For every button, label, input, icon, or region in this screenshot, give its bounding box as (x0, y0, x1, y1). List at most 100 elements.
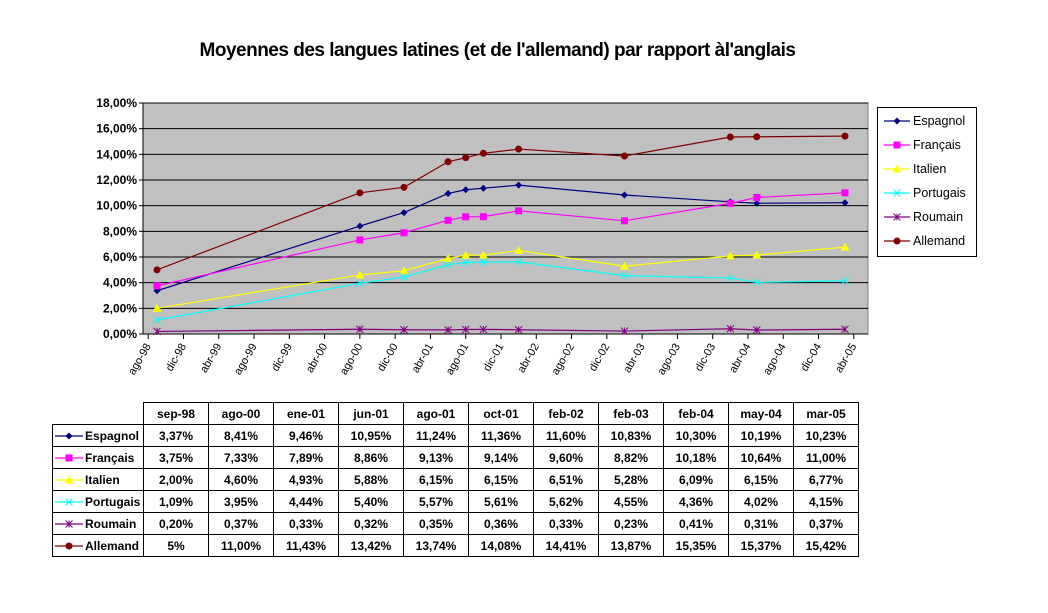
table-cell: 4,44% (273, 490, 339, 513)
y-tick-label: 2,00% (103, 301, 137, 315)
data-point (444, 216, 452, 224)
x-tick-label: dic-00 (375, 342, 400, 374)
data-point (400, 209, 408, 217)
table-cell: 4,15% (793, 490, 859, 513)
data-point (400, 273, 408, 281)
data-point (620, 271, 629, 280)
row-label: Espagnol (85, 428, 140, 443)
data-point (444, 260, 452, 269)
series-italien (152, 242, 850, 312)
row-label: Roumain (85, 516, 137, 531)
chart-title: Moyennes des langues latines (et de l'al… (199, 40, 796, 61)
data-point (515, 145, 523, 153)
data-point (620, 327, 629, 335)
data-point (841, 325, 849, 334)
plot-area (142, 102, 869, 335)
column-header: ago-00 (208, 402, 274, 425)
x-tick-label: abr-05 (833, 342, 859, 376)
table-header-row: sep-98 ago-00 ene-01 jun-01 ago-01 oct-01 feb-… (52, 402, 859, 425)
table-cell: 4,93% (273, 468, 339, 491)
data-point (462, 154, 470, 162)
table-cell: 10,19% (728, 424, 794, 447)
data-point (65, 498, 73, 507)
x-tick-label: abr-99 (198, 342, 224, 376)
column-header: sep-98 (143, 402, 209, 425)
x-tick-label: abr-02 (516, 342, 542, 376)
legend-item: Roumain (884, 207, 963, 227)
data-point (893, 189, 901, 197)
data-point (752, 250, 762, 259)
data-point (444, 158, 452, 166)
legend-label: Français (913, 138, 961, 152)
data-point (355, 270, 365, 279)
table-cell: 15,42% (793, 534, 859, 557)
data-point (461, 250, 471, 259)
table-cell: 3,95% (208, 490, 274, 513)
row-label: Allemand (85, 538, 140, 553)
legend-item: Portugais (884, 183, 966, 203)
table-cell: 11,00% (793, 446, 859, 469)
table-cell: 0,31% (728, 512, 794, 535)
data-point (725, 251, 735, 260)
table-cell: 5,40% (338, 490, 404, 513)
data-point (620, 152, 628, 160)
table-cell: 9,60% (533, 446, 599, 469)
legend-key-triangle-icon (55, 475, 83, 484)
table-row: Italien 2,00% 4,60% 4,93% 5,88% 6,15% 6,15% 6,5… (52, 468, 859, 491)
legend-key-circle-icon (55, 542, 83, 550)
row-header: Français (52, 446, 144, 469)
legend-item: Espagnol (884, 111, 965, 131)
table-cell: 13,74% (403, 534, 469, 557)
series-allemand (153, 132, 849, 274)
data-point (399, 266, 409, 275)
legend-key-star-icon (884, 213, 910, 221)
table-row: Français 3,75% 7,33% 7,89% 8,86% 9,13% 9,14% 9,… (52, 446, 859, 469)
legend-key-diamond-icon (884, 117, 910, 125)
data-point (478, 250, 488, 259)
column-header: oct-01 (468, 402, 534, 425)
y-tick-label: 6,00% (103, 250, 137, 264)
y-tick-label: 10,00% (96, 199, 137, 213)
data-point (515, 207, 523, 215)
data-point (64, 475, 74, 484)
data-point (619, 261, 629, 270)
table-cell: 8,82% (598, 446, 664, 469)
column-header: may-04 (728, 402, 794, 425)
column-header: jun-01 (338, 402, 404, 425)
table-cell: 8,41% (208, 424, 274, 447)
table-cell: 5,28% (598, 468, 664, 491)
table-cell: 9,13% (403, 446, 469, 469)
legend-label: Italien (913, 162, 947, 176)
data-point (753, 133, 761, 141)
x-tick-label: ago-03 (655, 342, 683, 378)
x-tick-label: dic-03 (693, 342, 718, 374)
table-cell: 6,77% (793, 468, 859, 491)
table-cell: 3,37% (143, 424, 209, 447)
table-cell: 15,35% (663, 534, 729, 557)
row-header: Italien (52, 468, 144, 491)
data-point (893, 141, 901, 149)
data-point (841, 276, 849, 285)
table-cell: 6,15% (403, 468, 469, 491)
legend-key-x-icon (884, 189, 910, 197)
x-tick-label: abr-03 (621, 342, 647, 376)
data-point (356, 189, 364, 197)
column-header: feb-03 (598, 402, 664, 425)
table-cell: 5,62% (533, 490, 599, 513)
data-point (443, 254, 453, 263)
data-point (65, 432, 73, 440)
data-point (153, 316, 161, 324)
data-point (840, 242, 850, 251)
table-cell: 15,37% (728, 534, 794, 557)
y-tick-label: 8,00% (103, 224, 137, 238)
table-cell: 0,33% (273, 512, 339, 535)
data-point (356, 236, 364, 244)
data-point (620, 191, 628, 199)
table-cell: 5,57% (403, 490, 469, 513)
legend: Espagnol Français Italien Portugais Roumain A… (877, 107, 977, 257)
table-cell: 14,08% (468, 534, 534, 557)
table-cell: 6,15% (468, 468, 534, 491)
table-cell: 0,37% (793, 512, 859, 535)
row-header: Allemand (52, 534, 144, 557)
data-point (841, 199, 849, 207)
